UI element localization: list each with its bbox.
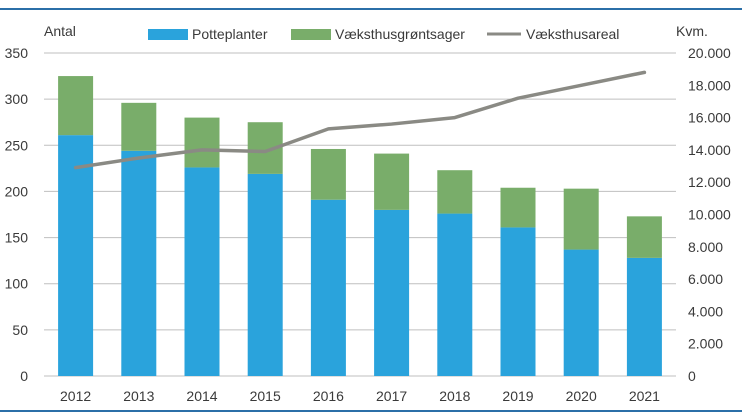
x-tick-label: 2016 [313, 388, 344, 404]
bar-potteplanter [374, 209, 410, 376]
bar-vaeksthusgroentsager [58, 76, 94, 136]
y-left-tick-label: 50 [12, 322, 28, 338]
bar-potteplanter [500, 227, 536, 376]
legend: Potteplanter Væksthusgrøntsager Væksthus… [148, 26, 619, 42]
legend-swatch-potteplanter [148, 29, 188, 40]
y-right-tick-label: 14.000 [688, 142, 731, 158]
bar-vaeksthusgroentsager [563, 188, 599, 250]
left-axis-label: Antal [44, 23, 76, 39]
x-tick-label: 2020 [566, 388, 597, 404]
x-tick-label: 2014 [186, 388, 217, 404]
bar-potteplanter [247, 173, 283, 376]
y-left-tick-label: 300 [5, 91, 29, 107]
legend-label-vaeksthusgroentsager: Væksthusgrøntsager [335, 26, 465, 42]
legend-swatch-vaeksthusgroentsager [291, 29, 331, 40]
y-right-tick-label: 0 [688, 368, 696, 384]
line-series [73, 70, 647, 170]
x-tick-label: 2019 [502, 388, 533, 404]
x-tick-label: 2013 [123, 388, 154, 404]
bar-vaeksthusgroentsager [184, 117, 220, 168]
bar-potteplanter [184, 167, 220, 376]
bottom-rule [0, 410, 742, 412]
x-tick-label: 2012 [60, 388, 91, 404]
bar-vaeksthusgroentsager [121, 102, 157, 151]
legend-label-vaeksthusareal: Væksthusareal [526, 26, 619, 42]
y-left-tick-label: 200 [5, 183, 29, 199]
bar-potteplanter [121, 150, 157, 376]
axes: 0 50 100 150 200 250 300 350 0 2.000 4.000 6.000 8.0… [5, 45, 731, 404]
y-right-tick-label: 6.000 [688, 271, 723, 287]
bar-vaeksthusgroentsager [500, 187, 536, 228]
bar-potteplanter [626, 257, 662, 376]
y-left-tick-label: 150 [5, 230, 29, 246]
top-rule [0, 8, 742, 10]
y-right-tick-label: 18.000 [688, 77, 731, 93]
x-tick-label: 2021 [629, 388, 660, 404]
bar-potteplanter [58, 135, 94, 376]
y-left-tick-label: 350 [5, 45, 29, 61]
bar-series [58, 76, 662, 376]
y-right-tick-label: 16.000 [688, 110, 731, 126]
y-right-tick-label: 2.000 [688, 336, 723, 352]
y-left-tick-label: 0 [20, 368, 28, 384]
x-tick-label: 2017 [376, 388, 407, 404]
bar-vaeksthusgroentsager [437, 170, 473, 214]
y-right-tick-label: 20.000 [688, 45, 731, 61]
y-left-tick-label: 250 [5, 137, 29, 153]
x-tick-label: 2018 [439, 388, 470, 404]
bar-potteplanter [563, 249, 599, 376]
right-axis-label: Kvm. [676, 23, 708, 39]
x-tick-label: 2015 [250, 388, 281, 404]
y-left-tick-label: 100 [5, 276, 29, 292]
y-right-tick-label: 10.000 [688, 207, 731, 223]
bar-vaeksthusgroentsager [374, 153, 410, 210]
bar-vaeksthusgroentsager [310, 148, 346, 200]
bar-potteplanter [437, 213, 473, 376]
legend-label-potteplanter: Potteplanter [192, 26, 268, 42]
y-right-tick-label: 8.000 [688, 239, 723, 255]
y-right-tick-label: 4.000 [688, 303, 723, 319]
bar-vaeksthusgroentsager [626, 216, 662, 258]
bar-potteplanter [310, 199, 346, 376]
line-vaeksthusareal [73, 70, 647, 170]
y-right-tick-label: 12.000 [688, 174, 731, 190]
